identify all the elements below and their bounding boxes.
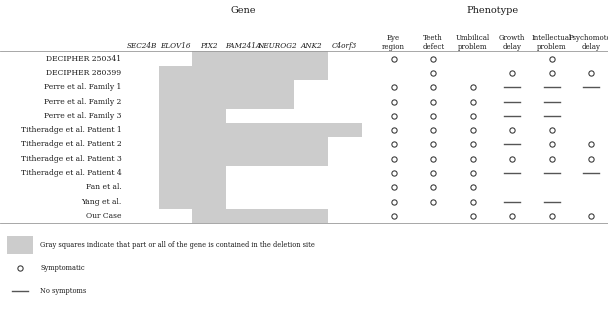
Text: Titheradge et al. Patient 1: Titheradge et al. Patient 1: [21, 126, 122, 134]
Text: DECIPHER 250341: DECIPHER 250341: [46, 55, 122, 63]
Bar: [159, 109, 226, 123]
Text: Growth
delay: Growth delay: [499, 34, 525, 51]
Bar: [192, 51, 328, 66]
Text: Our Case: Our Case: [86, 212, 122, 220]
Text: Yang et al.: Yang et al.: [81, 197, 122, 206]
Text: ANK2: ANK2: [300, 42, 322, 50]
Text: Intellectual
problem: Intellectual problem: [532, 34, 572, 51]
Text: Gene: Gene: [230, 7, 256, 15]
Text: Teeth
defect: Teeth defect: [422, 34, 444, 51]
Bar: [159, 123, 226, 137]
Text: ELOV16: ELOV16: [160, 42, 191, 50]
Text: Titheradge et al. Patient 2: Titheradge et al. Patient 2: [21, 140, 122, 149]
Text: Perre et al. Family 1: Perre et al. Family 1: [44, 83, 122, 91]
Text: Fan et al.: Fan et al.: [86, 183, 122, 191]
Text: C4orf3: C4orf3: [332, 42, 358, 50]
Bar: [159, 80, 226, 94]
Bar: [159, 166, 226, 180]
Text: Eye
region: Eye region: [382, 34, 405, 51]
Text: Titheradge et al. Patient 4: Titheradge et al. Patient 4: [21, 169, 122, 177]
Text: Psychomotor
delay: Psychomotor delay: [568, 34, 608, 51]
Bar: [226, 123, 362, 137]
Bar: [192, 209, 328, 223]
Text: No symptoms: No symptoms: [40, 287, 86, 295]
Text: DECIPHER 280399: DECIPHER 280399: [46, 69, 122, 77]
Text: PIX2: PIX2: [201, 42, 218, 50]
Bar: [159, 66, 328, 80]
Text: SEC24B: SEC24B: [126, 42, 157, 50]
Bar: [226, 94, 294, 109]
Bar: [159, 94, 226, 109]
Text: Phenotype: Phenotype: [466, 7, 519, 15]
Bar: [159, 152, 328, 166]
Text: Symptomatic: Symptomatic: [40, 264, 85, 272]
Bar: [226, 80, 294, 94]
Bar: [159, 194, 226, 209]
Text: NEUROG2: NEUROG2: [257, 42, 297, 50]
Text: Perre et al. Family 3: Perre et al. Family 3: [44, 112, 122, 120]
Bar: [159, 137, 328, 152]
Bar: [7, 236, 33, 253]
Text: Gray squares indicate that part or all of the gene is contained in the deletion : Gray squares indicate that part or all o…: [40, 241, 315, 249]
Text: Titheradge et al. Patient 3: Titheradge et al. Patient 3: [21, 155, 122, 163]
Bar: [159, 180, 226, 194]
Text: Perre et al. Family 2: Perre et al. Family 2: [44, 98, 122, 105]
Text: Umbilical
problem: Umbilical problem: [455, 34, 490, 51]
Text: FAM241A: FAM241A: [225, 42, 261, 50]
